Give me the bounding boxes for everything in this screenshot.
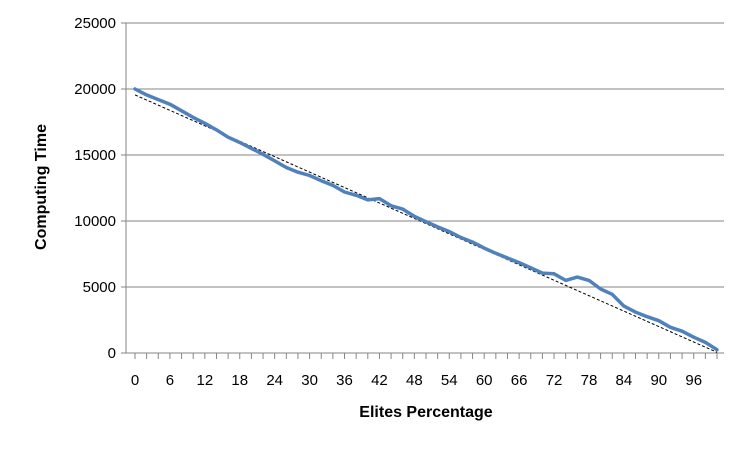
x-tick-label: 84	[616, 372, 633, 389]
x-tick-label: 54	[441, 372, 458, 389]
x-tick-label: 60	[476, 372, 493, 389]
x-tick-label: 24	[266, 372, 283, 389]
x-tick-label: 18	[231, 372, 248, 389]
y-tick-label: 20000	[74, 81, 116, 98]
x-tick-label: 30	[301, 372, 318, 389]
gridlines	[126, 22, 724, 288]
x-tick-label: 0	[131, 372, 139, 389]
x-tick-label: 12	[196, 372, 213, 389]
y-tick-label: 10000	[74, 213, 116, 230]
x-tick-label: 42	[371, 372, 388, 389]
y-axis-title: Computing Time	[33, 124, 50, 250]
x-tick-label: 66	[511, 372, 528, 389]
series-layer	[133, 87, 719, 352]
y-tick-label: 0	[108, 345, 116, 362]
x-tick-label: 72	[546, 372, 563, 389]
x-tick-label: 6	[166, 372, 174, 389]
x-tick-label: 96	[685, 372, 702, 389]
y-tick-label: 5000	[83, 279, 116, 296]
x-tick-label: 36	[336, 372, 353, 389]
axes	[121, 22, 724, 359]
x-axis-title: Elites Percentage	[359, 404, 493, 421]
y-tick-label: 25000	[74, 15, 116, 32]
x-tick-label: 90	[650, 372, 667, 389]
series-line	[133, 87, 719, 352]
tick-labels: 0 5000 10000 15000 20000 25000 0 6 12 18 24 30 36 42 4…	[74, 15, 702, 389]
y-tick-label: 15000	[74, 147, 116, 164]
x-tick-label: 48	[406, 372, 423, 389]
x-tick-label: 78	[581, 372, 598, 389]
